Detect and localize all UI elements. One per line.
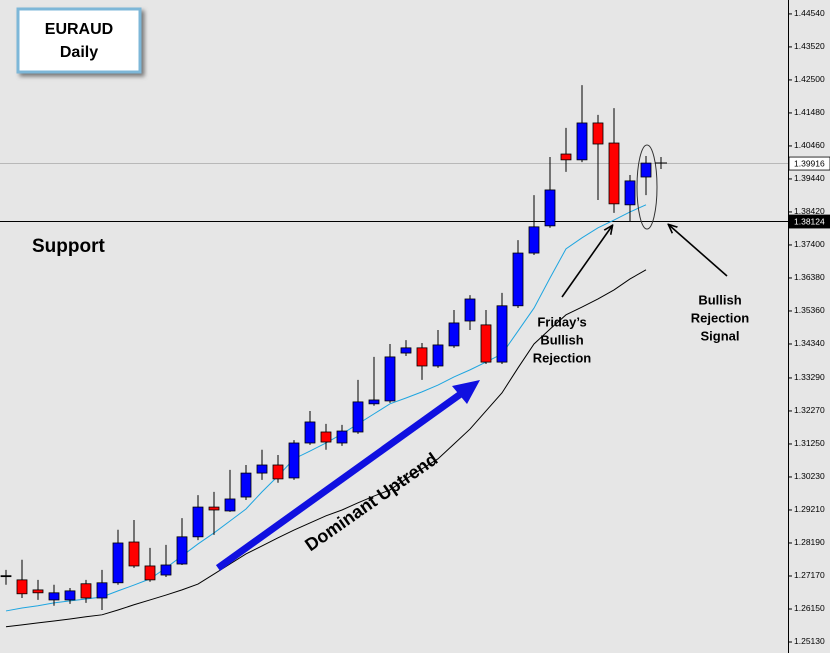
y-tick-label: 1.31250 <box>794 438 825 448</box>
callout-text: Friday’s <box>537 314 586 329</box>
y-tick-label: 1.43520 <box>794 41 825 51</box>
candle-body <box>96 582 108 599</box>
callout-text: Rejection <box>691 310 750 325</box>
candle-body <box>144 565 156 581</box>
y-tick-label: 1.28190 <box>794 537 825 547</box>
callout-text: Signal <box>700 328 739 343</box>
callout-arrow <box>669 225 728 277</box>
candle-body <box>304 421 316 444</box>
y-tick-label: 1.40460 <box>794 140 825 150</box>
candle-body <box>160 564 172 576</box>
candle-body <box>416 347 428 367</box>
trend-arrow <box>215 390 465 571</box>
candle-body <box>128 541 140 567</box>
candle-body <box>496 305 508 363</box>
y-tick-label: 1.30230 <box>794 471 825 481</box>
y-tick-label: 1.42500 <box>794 74 825 84</box>
candle-body <box>640 162 652 178</box>
candle-body <box>208 506 220 511</box>
candle-body <box>448 322 460 347</box>
moving-average <box>5 269 647 628</box>
candle-body <box>608 142 620 205</box>
current-price-box <box>788 156 830 171</box>
candle-body <box>256 464 268 474</box>
callout-text: Bullish <box>698 292 741 307</box>
y-tick-label: 1.29210 <box>794 504 825 514</box>
candle-body <box>544 189 556 227</box>
candle-body <box>48 592 60 601</box>
candle-body <box>32 589 44 594</box>
callout-text: Bullish <box>540 332 583 347</box>
candle-body <box>560 153 572 161</box>
y-tick-label: 1.39440 <box>794 173 825 183</box>
support-label: 1.38124 <box>794 216 825 226</box>
y-tick-label: 1.44540 <box>794 8 825 18</box>
y-tick-label: 1.27170 <box>794 570 825 580</box>
candle-body <box>400 347 412 354</box>
y-tick-label: 1.36380 <box>794 272 825 282</box>
candle-body <box>16 579 28 595</box>
candle-body <box>112 542 124 584</box>
y-tick-label: 1.34340 <box>794 338 825 348</box>
candle-body <box>368 399 380 405</box>
candle-body <box>0 575 12 578</box>
candle-body <box>480 324 492 363</box>
y-tick-label: 1.38420 <box>794 206 825 216</box>
candle-body <box>192 506 204 538</box>
y-tick-label: 1.26150 <box>794 603 825 613</box>
candle-body <box>528 226 540 254</box>
candle-body <box>384 356 396 402</box>
candle-body <box>272 464 284 480</box>
y-tick-label: 1.32270 <box>794 405 825 415</box>
y-tick-label: 1.35360 <box>794 305 825 315</box>
candle-body <box>320 431 332 443</box>
callout-text: Rejection <box>533 350 592 365</box>
signal-ellipse <box>636 144 658 230</box>
candle-body <box>352 401 364 433</box>
plot: 1.44540 1.43520 1.42500 1.41480 1.40460 1.394… <box>0 8 830 646</box>
candle-body <box>624 180 636 206</box>
y-tick-label: 1.37400 <box>794 239 825 249</box>
trend-arrow-head <box>452 380 480 404</box>
candle-body <box>240 472 252 498</box>
candle-body <box>512 252 524 307</box>
candle-body <box>288 442 300 479</box>
candle-body <box>224 498 236 512</box>
support-label: Support <box>32 236 105 257</box>
candle-body <box>336 430 348 444</box>
callout-arrow <box>561 226 612 298</box>
support-box <box>788 214 830 229</box>
y-tick-label: 1.33290 <box>794 372 825 382</box>
candle-body <box>576 122 588 161</box>
candle-body <box>432 344 444 367</box>
candle-body <box>592 122 604 145</box>
candle-body <box>80 583 92 599</box>
chart-subtitle: Daily <box>60 44 98 61</box>
candle-body <box>464 298 476 322</box>
candle-body <box>64 590 76 601</box>
chart-title: EURAUD <box>45 21 113 38</box>
title-box <box>16 7 142 74</box>
y-tick-label: 1.41480 <box>794 107 825 117</box>
y-tick-label: 1.25130 <box>794 636 825 646</box>
current-price-label: 1.39916 <box>794 158 825 168</box>
candle-body <box>176 536 188 565</box>
